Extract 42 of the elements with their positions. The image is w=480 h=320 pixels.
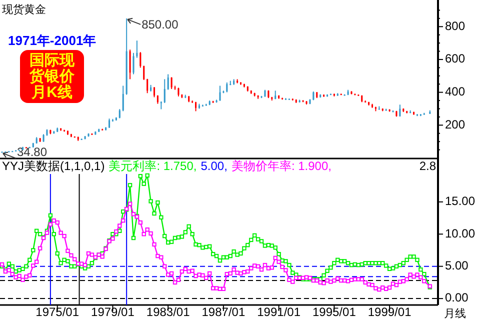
ref-line-label: 5.00, <box>200 159 228 173</box>
candlestick <box>132 52 134 75</box>
y-tick-label: 600 <box>445 52 466 66</box>
candlestick <box>153 86 156 98</box>
candlestick <box>129 49 131 80</box>
annotation: 850.00 <box>142 17 179 32</box>
candlestick <box>136 40 138 58</box>
candlestick <box>118 108 120 119</box>
candlestick <box>140 52 142 68</box>
x-tick-label: 1975/01 <box>36 305 80 319</box>
x-tick-label: 1991/01 <box>257 305 301 319</box>
series-label: 美元利率: 1.750, <box>108 159 197 173</box>
x-tick-label: 1999/01 <box>368 305 412 319</box>
x-tick-label: 1995/01 <box>312 305 356 319</box>
text: 月线 <box>444 307 466 320</box>
y-tick-label: 0.00 <box>445 290 469 305</box>
candlestick <box>146 78 148 94</box>
candlestick <box>226 82 228 93</box>
annotation: 国际现货银价月K线 <box>28 52 76 101</box>
x-tick-label: 1987/01 <box>202 305 246 319</box>
candlestick <box>108 118 110 128</box>
candlestick <box>399 104 401 118</box>
candlestick <box>219 85 221 102</box>
annotation: 34.80 <box>17 145 48 159</box>
y-tick-label: 800 <box>445 18 466 33</box>
y-tick-label: 400 <box>445 84 466 98</box>
text: 美物价年率: 1.900, <box>231 159 332 173</box>
candlestick <box>143 65 145 80</box>
y-tick-label: 15.00 <box>445 194 476 208</box>
x-tick-label: 1983/01 <box>146 305 190 319</box>
chart-title: 现货黄金 <box>2 3 46 16</box>
annotation: YYJ美数据(1,1,0,1) <box>2 159 105 173</box>
y-tick-label: 10.00 <box>445 226 476 240</box>
y-tick-label: 5.00 <box>445 258 469 273</box>
candlestick <box>164 78 166 104</box>
x-tick-label: 1979/01 <box>91 305 135 319</box>
candlestick <box>122 85 124 112</box>
y-tick-label: 200 <box>445 117 466 132</box>
candlestick <box>167 74 169 90</box>
candlestick <box>170 76 172 90</box>
annotation: 1971年-2001年 <box>8 33 96 48</box>
ref-line-label: 2.8 <box>419 159 436 173</box>
